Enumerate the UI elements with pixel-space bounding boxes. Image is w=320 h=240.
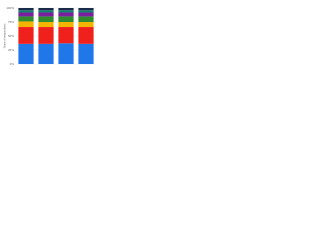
bar-segment — [38, 8, 54, 11]
bar-segment — [18, 21, 34, 28]
bar-segment — [18, 10, 34, 13]
y-tick-label: 25% — [8, 48, 14, 52]
bar-segment — [58, 27, 74, 44]
bar-segment — [38, 22, 54, 28]
bar-segment — [58, 43, 74, 64]
bar-segment — [78, 43, 94, 64]
bar-segment — [58, 16, 74, 22]
y-axis-title: Share of respondents — [3, 23, 7, 49]
bar-segment — [18, 16, 34, 22]
bar-segment — [38, 43, 54, 64]
bar-segment — [18, 27, 34, 44]
y-tick-label: 75% — [8, 20, 14, 24]
bar-segment — [38, 16, 54, 22]
bar-segment — [18, 8, 34, 11]
bar-segment — [78, 8, 94, 11]
y-tick-label: 100% — [6, 6, 14, 10]
bar-segment — [58, 22, 74, 28]
bar-segment — [38, 27, 54, 44]
bar-segment — [78, 16, 94, 22]
bar-segment — [78, 22, 94, 28]
bar-segment — [78, 12, 94, 17]
bar-segment — [78, 27, 94, 44]
bar-segment — [78, 10, 94, 13]
bar-segment — [38, 10, 54, 13]
bar-segment — [18, 12, 34, 17]
bar-segment — [58, 12, 74, 17]
chart: Share of respondents 0% 25% 50% 75% 100% — [3, 6, 96, 66]
bar-segment — [38, 12, 54, 17]
y-tick-label: 50% — [8, 34, 14, 38]
bar-segment — [18, 43, 34, 64]
bar-segment — [58, 8, 74, 11]
bar-segment — [58, 10, 74, 13]
y-tick-label: 0% — [10, 62, 15, 66]
